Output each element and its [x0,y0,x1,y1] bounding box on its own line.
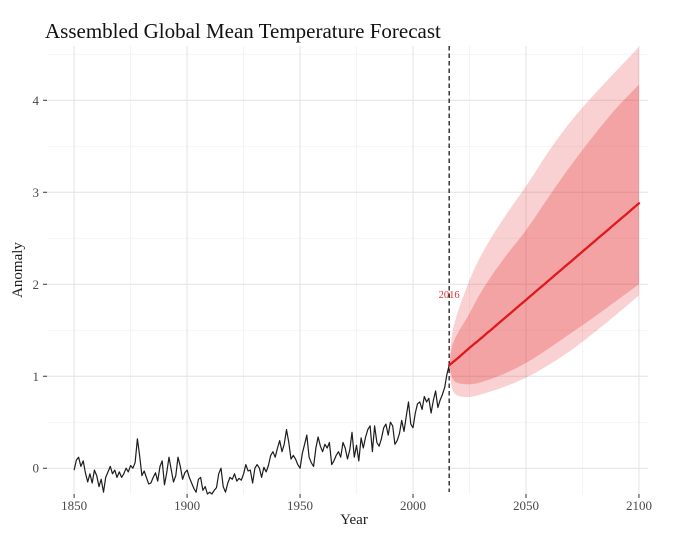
minor-gridlines [47,46,648,494]
vline-year-label: 2016 [439,290,460,301]
x-tick-label: 1900 [174,498,200,513]
data-series [73,202,641,495]
x-tick-label: 1950 [287,498,313,513]
x-axis-title: Year [340,512,368,528]
x-tick-label: 2100 [626,498,652,513]
y-tick-label: 0 [33,461,40,476]
y-tick-label: 3 [33,185,40,200]
forecast-bands [449,46,639,398]
historical-line [73,365,450,495]
inner-forecast-band [449,84,639,385]
x-tick-label: 2000 [400,498,426,513]
major-gridlines [47,46,648,494]
x-tick-label: 1850 [61,498,87,513]
forecast-mean-line [448,202,641,367]
y-tick-label: 4 [33,93,40,108]
outer-forecast-band [449,46,639,398]
x-tick-label: 2050 [513,498,539,513]
y-tick-label: 2 [33,277,40,292]
chart-title: Assembled Global Mean Temperature Foreca… [45,19,441,43]
y-tick-label: 1 [33,369,40,384]
axis-ticks: 1850 1900 1950 2000 2050 2100 0 1 2 3 4 [33,93,652,513]
y-axis-title: Anomaly [10,242,26,298]
